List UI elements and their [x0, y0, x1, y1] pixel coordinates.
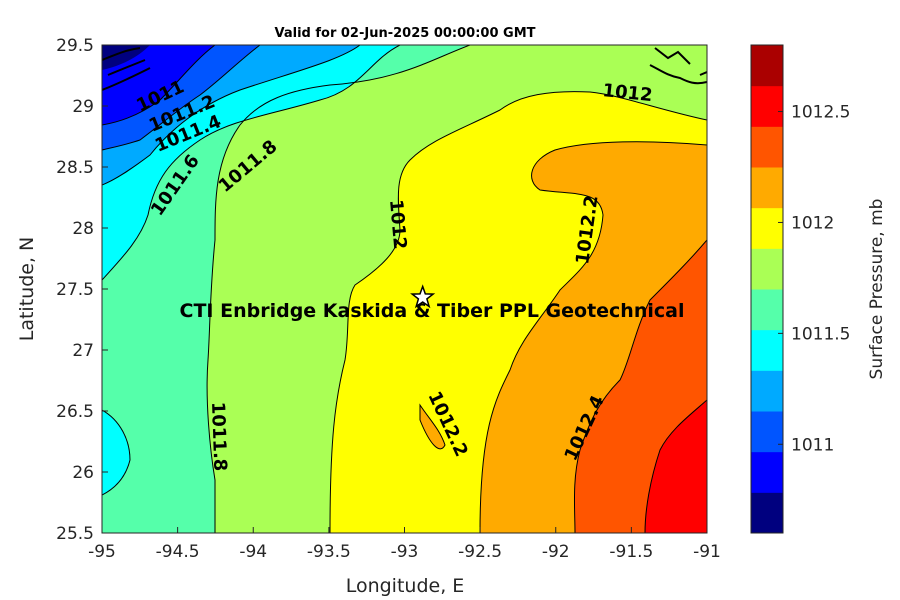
coastline	[102, 47, 707, 91]
colorbar-swatch	[751, 45, 783, 87]
contour-field: 1011 1011.2 1011.4 1011.6 1011.8 1012 10…	[102, 45, 707, 533]
colorbar-label: Surface Pressure, mb	[867, 199, 887, 380]
colorbar-swatch	[751, 329, 783, 371]
colorbar-swatch	[751, 207, 783, 249]
colorbar-swatch	[751, 248, 783, 290]
colorbar-swatch	[751, 411, 783, 453]
x-tick-label: -94	[239, 542, 267, 562]
band-1011-4-south	[102, 410, 130, 495]
y-tick-label: 28	[72, 219, 94, 239]
colorbar-frame	[750, 44, 784, 534]
y-tick-label: 26.5	[56, 402, 94, 422]
colorbar-tick-label: 1012.5	[791, 103, 850, 123]
colorbar-ticks: 1012.5 1012 1011.5 1011	[778, 103, 850, 455]
x-tick-label: -91.5	[609, 542, 653, 562]
site-star-icon	[410, 284, 436, 309]
y-axis-ticks: 29.5 29 28.5 28 27.5 27 26.5 26 25.5	[56, 36, 108, 544]
y-axis-label: Latitude, N	[16, 237, 38, 342]
x-tick-label: -91	[693, 542, 721, 562]
colorbar-tick-label: 1011	[791, 435, 834, 455]
contour-label: 1012	[385, 199, 410, 251]
y-tick-label: 28.5	[56, 158, 94, 178]
colorbar	[751, 45, 783, 534]
y-tick-label: 29.5	[56, 36, 94, 56]
colorbar-swatch	[751, 370, 783, 412]
x-tick-label: -94.5	[156, 542, 200, 562]
x-axis-ticks: -95 -94.5 -94 -93.5 -93 -92.5 -92 -91.5 -91	[88, 527, 721, 562]
x-axis-label: Longitude, E	[346, 575, 465, 597]
band-1012-6	[645, 400, 707, 533]
colorbar-swatch	[751, 289, 783, 331]
x-tick-label: -93	[391, 542, 419, 562]
figure-title: Valid for 02-Jun-2025 00:00:00 GMT	[275, 26, 536, 41]
x-tick-label: -93.5	[307, 542, 351, 562]
band-1011-6	[102, 45, 470, 533]
band-1010-6	[102, 45, 150, 70]
x-tick-label: -92	[542, 542, 570, 562]
contour-lines	[102, 45, 707, 533]
x-tick-label: -92.5	[458, 542, 502, 562]
x-tick-label: -95	[88, 542, 116, 562]
colorbar-swatch	[751, 126, 783, 168]
colorbar-tick-label: 1011.5	[791, 324, 850, 344]
contour-label: 1011.8	[207, 401, 230, 471]
y-tick-label: 27	[72, 341, 94, 361]
y-tick-label: 25.5	[56, 524, 94, 544]
band-1012-2-patch	[420, 405, 445, 449]
colorbar-swatch	[751, 167, 783, 209]
y-tick-label: 29	[72, 97, 94, 117]
colorbar-swatch	[751, 451, 783, 493]
y-tick-label: 26	[72, 463, 94, 483]
colorbar-swatch	[751, 492, 783, 534]
colorbar-tick-label: 1012	[791, 213, 834, 233]
y-tick-label: 27.5	[56, 280, 94, 300]
colorbar-swatch	[751, 85, 783, 127]
site-label: CTI Enbridge Kaskida & Tiber PPL Geotech…	[180, 300, 685, 322]
contour-label: 1012	[601, 80, 653, 106]
